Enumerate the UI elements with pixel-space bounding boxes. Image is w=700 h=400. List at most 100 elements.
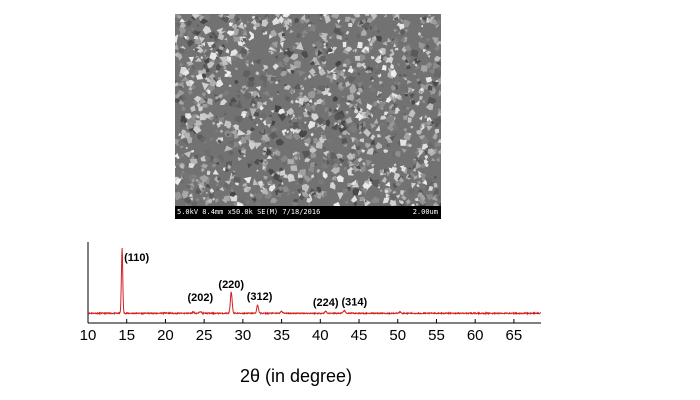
sem-grain [268,97,273,102]
sem-grain [264,136,271,143]
sem-grain [246,129,252,135]
sem-grain [217,32,225,41]
sem-grain [355,149,362,156]
sem-grain [351,169,355,175]
sem-grain [369,173,378,180]
sem-grain [258,162,263,165]
sem-grain [291,201,298,206]
sem-grain [226,56,231,62]
sem-grain [215,198,219,203]
sem-grain [273,150,278,155]
sem-grain [294,42,299,46]
sem-grain [307,111,311,116]
sem-grain [191,14,200,19]
sem-grain [408,132,412,136]
sem-grain [309,68,316,76]
sem-grain [321,134,326,140]
sem-grain [437,108,441,113]
sem-grain [187,90,193,95]
sem-grain [355,97,363,105]
sem-grain [398,199,403,204]
sem-grain [204,149,210,155]
sem-grain [425,194,434,201]
sem-grain [229,19,235,24]
sem-grain [302,95,311,103]
sem-grain [289,29,294,34]
sem-grain [311,113,319,121]
sem-grain [412,73,416,76]
sem-grain [277,152,281,156]
sem-grain [280,35,286,43]
sem-grain [347,182,352,188]
sem-grain [401,46,408,53]
sem-grain [354,48,358,54]
sem-grain [255,192,264,201]
sem-grain [419,95,424,101]
sem-grain [280,70,288,77]
sem-grain [307,117,311,122]
sem-grain [279,169,286,176]
sem-grain [310,152,317,159]
sem-grain [248,141,256,150]
sem-grain [180,165,184,168]
sem-grain [423,159,429,164]
sem-grain [380,83,385,88]
sem-grain [309,23,316,33]
sem-grain [326,69,332,75]
sem-scale-label: 2.00um [412,208,438,216]
sem-grain [377,183,381,186]
sem-grain [371,56,375,60]
sem-grain [381,64,387,71]
sem-grain [187,191,192,195]
sem-grain [392,63,395,66]
sem-grain [217,94,223,99]
sem-grain [225,160,233,168]
sem-grain [379,50,383,54]
sem-grain [176,155,180,159]
sem-grain [330,123,339,131]
sem-grain [336,34,340,40]
sem-grain [424,150,429,155]
sem-micrograph: 5.0kV 8.4mm x50.0k SE(M) 7/18/2016 2.00u… [175,14,441,219]
sem-grain [414,62,418,67]
sem-grain [346,186,351,192]
sem-grain [185,147,189,150]
sem-grain [198,97,207,105]
sem-grain [427,96,437,105]
sem-grain [426,125,433,131]
sem-grain [178,163,182,167]
sem-grain [312,194,317,199]
sem-grain [340,124,345,129]
sem-grain [316,168,321,173]
sem-grain [433,45,437,49]
sem-grain [188,162,196,169]
sem-grain [382,41,388,46]
sem-grain [224,37,228,41]
sem-grain [249,160,254,164]
sem-grain [419,157,425,165]
sem-grain [268,175,278,184]
sem-grain [350,194,356,199]
sem-grain [301,86,304,90]
sem-grain [180,21,186,29]
sem-grain [353,201,358,206]
sem-grain [336,70,342,74]
sem-grain [340,120,346,126]
sem-grain [409,93,415,99]
sem-grain [412,167,417,172]
sem-grain [401,54,408,61]
sem-grain [304,19,309,24]
sem-grain [358,131,363,135]
sem-grain [237,40,244,47]
sem-grain [206,170,211,175]
sem-grain [253,25,257,31]
sem-grain [369,76,375,81]
sem-grain [219,98,228,105]
sem-grain [328,111,333,117]
sem-grain [390,166,397,174]
sem-grain [438,75,441,82]
sem-grain [268,147,272,150]
sem-grain [292,198,299,203]
sem-grain [401,148,407,153]
sem-grain [357,107,361,112]
